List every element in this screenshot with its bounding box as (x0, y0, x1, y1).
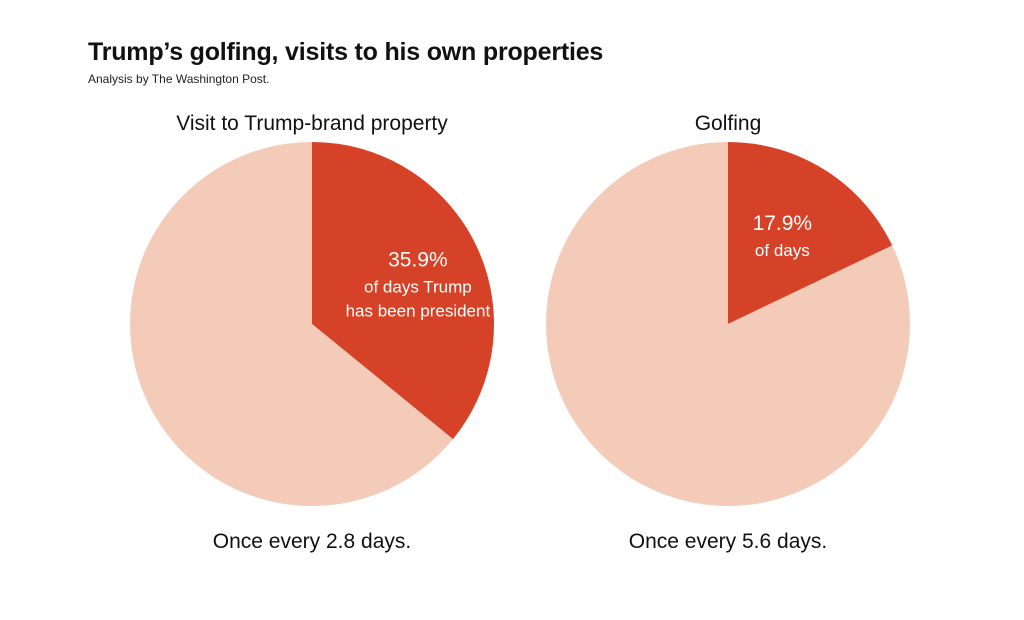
chart-title: Golfing (694, 112, 762, 135)
pie-annotation-line: has been president (346, 301, 491, 320)
pie-chart-golfing: 17.9% of days (546, 142, 910, 506)
page-subtitle: Analysis by The Washington Post. (88, 72, 270, 86)
chart-footer: Once every 5.6 days. (628, 530, 828, 553)
pie-annotation-line: of days Trump (364, 277, 472, 296)
page-title: Trump’s golfing, visits to his own prope… (88, 38, 604, 66)
pie-slice-rest (546, 142, 910, 506)
pie-chart-property: 35.9% of days Trump has been president (130, 142, 494, 507)
chart-panel-property: Visit to Trump-brand property 35.9% of d… (92, 112, 532, 572)
pie-annotation-line: of days (755, 241, 810, 260)
pie-slice-highlight (728, 142, 893, 324)
chart-footer: Once every 2.8 days. (212, 530, 412, 553)
pie-value-label: 35.9% (388, 248, 448, 271)
pie-slice-highlight (312, 142, 494, 440)
pie-slice-rest (130, 142, 453, 507)
pie-value-label: 17.9% (753, 212, 813, 235)
chart-title: Visit to Trump-brand property (176, 112, 448, 135)
chart-panel-golfing: Golfing 17.9% of days Once every 5.6 day… (508, 112, 948, 572)
